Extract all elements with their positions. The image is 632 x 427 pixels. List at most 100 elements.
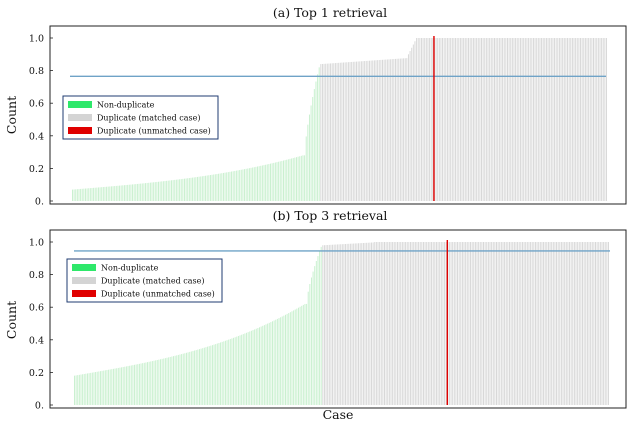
panel-a-duplicate-bar <box>357 61 359 201</box>
panel-b-non-duplicate-bar <box>210 345 212 405</box>
panel-b-non-duplicate-bar <box>276 318 278 405</box>
panel-a-duplicate-bar <box>429 38 431 201</box>
panel-a-duplicate-bar <box>510 38 512 201</box>
panel-b-non-duplicate-bar <box>176 355 178 405</box>
panel-a-duplicate-bar <box>458 38 460 201</box>
panel-a-duplicate-bar <box>430 38 432 201</box>
panel-b-duplicate-bar <box>453 242 455 405</box>
panel-a: (a) Top 1 retrieval 0. 0.2 0.4 0.6 0.8 1… <box>4 5 627 208</box>
panel-b-non-duplicate-bar <box>174 355 176 405</box>
panel-a-duplicate-bar <box>398 58 400 202</box>
panel-a-duplicate-bar <box>455 38 457 201</box>
panel-b-bars <box>74 242 609 405</box>
panel-b-non-duplicate-bar <box>184 353 186 405</box>
panel-b-duplicate-bar <box>510 242 512 405</box>
panel-a-duplicate-bar <box>479 38 481 201</box>
panel-b-duplicate-bar <box>572 242 574 405</box>
panel-a-duplicate-bar <box>407 54 409 201</box>
panel-b-duplicate-bar <box>435 242 437 405</box>
panel-a-duplicate-bar <box>583 38 585 201</box>
panel-b-duplicate-bar <box>461 242 463 405</box>
panel-a-duplicate-bar <box>584 38 586 201</box>
panel-b-duplicate-bar <box>497 242 499 405</box>
panel-b-duplicate-bar <box>484 242 486 405</box>
panel-a-non-duplicate-bar <box>195 177 197 201</box>
panel-b-duplicate-bar <box>560 242 562 405</box>
panel-a-duplicate-bar <box>604 38 606 201</box>
panel-b-non-duplicate-bar <box>189 351 191 405</box>
panel-a-non-duplicate-bar <box>80 188 82 201</box>
panel-a-duplicate-bar <box>341 62 343 202</box>
panel-a-non-duplicate-bar <box>114 186 116 201</box>
panel-a-duplicate-bar <box>537 38 539 201</box>
panel-b-duplicate-bar <box>588 242 590 405</box>
panel-a-duplicate-bar <box>602 38 604 201</box>
panel-b-non-duplicate-bar <box>312 271 314 405</box>
panel-b-duplicate-bar <box>452 242 454 405</box>
panel-a-non-duplicate-bar <box>159 181 161 201</box>
panel-b-duplicate-bar <box>499 242 501 405</box>
panel-a-duplicate-bar <box>539 38 541 201</box>
panel-a-duplicate-bar <box>378 60 380 201</box>
panel-a-duplicate-bar <box>396 58 398 201</box>
panel-b-duplicate-bar <box>405 242 407 405</box>
panel-a-non-duplicate-bar <box>240 169 242 201</box>
panel-b-non-duplicate-bar <box>268 322 270 405</box>
panel-b-duplicate-bar <box>517 242 519 405</box>
panel-a-duplicate-bar <box>487 38 489 201</box>
panel-b-duplicate-bar <box>491 242 493 405</box>
panel-a-duplicate-bar <box>432 38 434 201</box>
panel-b-non-duplicate-bar <box>304 303 306 405</box>
panel-a-non-duplicate-bar <box>200 176 202 201</box>
panel-a-duplicate-bar <box>388 59 390 201</box>
panel-b-title: (b) Top 3 retrieval <box>273 208 388 223</box>
panel-a-duplicate-bar <box>476 38 478 201</box>
panel-a-non-duplicate-bar <box>183 178 185 201</box>
panel-b-non-duplicate-bar <box>246 332 248 405</box>
panel-a-non-duplicate-bar <box>263 165 265 201</box>
panel-b-non-duplicate-bar <box>163 358 165 405</box>
panel-a-duplicate-bar <box>370 60 372 201</box>
panel-b-non-duplicate-bar <box>111 369 113 405</box>
panel-a-non-duplicate-bar <box>185 178 187 201</box>
panel-b-duplicate-bar <box>531 242 533 405</box>
panel-a-duplicate-bar <box>597 38 599 201</box>
panel-a-duplicate-bar <box>343 62 345 202</box>
panel-b-duplicate-bar <box>463 242 465 405</box>
panel-b-non-duplicate-bar <box>215 344 217 405</box>
panel-b-duplicate-bar <box>559 242 561 405</box>
panel-b-non-duplicate-bar <box>108 369 110 405</box>
panel-a-duplicate-bar <box>515 38 517 201</box>
panel-b-non-duplicate-bar <box>112 368 114 405</box>
panel-b-duplicate-bar <box>460 242 462 405</box>
panel-a-non-duplicate-bar <box>273 162 275 201</box>
panel-a-duplicate-bar <box>450 38 452 201</box>
panel-a-non-duplicate-bar <box>179 179 181 201</box>
panel-a-duplicate-bar <box>524 38 526 201</box>
panel-a-duplicate-bar <box>542 38 544 201</box>
panel-a-non-duplicate-bar <box>289 158 291 201</box>
panel-b-duplicate-bar <box>413 242 415 405</box>
panel-a-ytick-0: 0. <box>35 197 44 208</box>
panel-a-non-duplicate-bar <box>72 189 73 201</box>
panel-b-non-duplicate-bar <box>289 312 291 405</box>
panel-a-non-duplicate-bar <box>120 185 122 201</box>
panel-b-duplicate-bar <box>541 242 543 405</box>
panel-a-non-duplicate-bar <box>146 182 148 201</box>
panel-a-duplicate-bar <box>571 38 573 201</box>
panel-b-non-duplicate-bar <box>145 362 147 405</box>
panel-b-duplicate-bar <box>606 242 608 405</box>
panel-a-duplicate-bar <box>403 58 405 201</box>
panel-b-non-duplicate-bar <box>160 359 161 405</box>
panel-b-duplicate-bar <box>426 242 428 405</box>
panel-a-duplicate-bar <box>375 60 377 202</box>
panel-a-duplicate-bar <box>320 64 322 201</box>
panel-b-non-duplicate-bar <box>116 368 118 405</box>
panel-a-non-duplicate-bar <box>135 184 137 201</box>
panel-a-non-duplicate-bar <box>270 163 271 201</box>
panel-a-non-duplicate-bar <box>132 184 134 201</box>
panel-b-duplicate-bar <box>371 242 372 405</box>
panel-a-duplicate-bar <box>589 38 591 201</box>
panel-b-duplicate-bar <box>395 242 397 405</box>
panel-a-duplicate-bar <box>393 59 395 201</box>
